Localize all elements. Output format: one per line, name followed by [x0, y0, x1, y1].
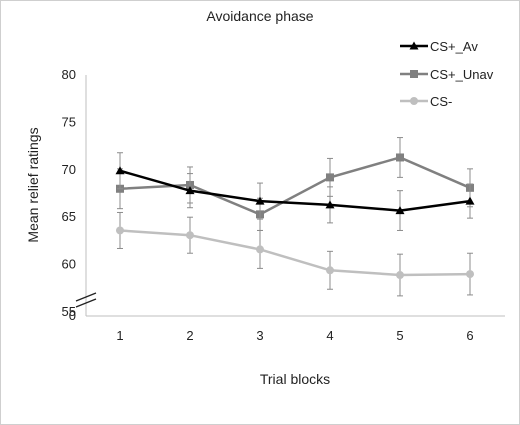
data-point-CS+_Av	[325, 200, 335, 209]
y-tick-label: 75	[62, 114, 76, 129]
legend-entry: CS+_Unav	[400, 67, 494, 82]
data-point-legend-CS+_Unav	[410, 70, 418, 78]
data-point-CS+_Unav	[396, 153, 404, 162]
x-tick-labels: 1 2 3 4 5 6	[116, 328, 473, 343]
x-tick-label: 3	[256, 328, 263, 343]
axis-break-marker	[75, 292, 97, 308]
data-point-CS-	[186, 231, 194, 240]
y-tick-label: 80	[62, 67, 76, 82]
data-point-CS-	[466, 270, 474, 279]
y-tick-label: 60	[62, 257, 76, 272]
series-CS-	[116, 211, 474, 297]
x-tick-label: 1	[116, 328, 123, 343]
y-axis-label: Mean relief ratings	[25, 127, 41, 242]
data-point-CS+_Av	[465, 196, 475, 205]
data-point-CS-	[326, 266, 334, 275]
y-tick-label: 65	[62, 209, 76, 224]
series-line	[119, 229, 471, 277]
x-tick-label: 2	[186, 328, 193, 343]
data-point-CS-	[396, 271, 404, 280]
data-point-CS-	[116, 226, 124, 235]
y-tick-label: 70	[62, 162, 76, 177]
data-point-legend-CS-	[410, 97, 418, 105]
data-point-CS+_Av	[395, 206, 405, 215]
data-point-legend-CS+_Av	[409, 41, 419, 50]
y-tick-label-zero: 0	[69, 308, 76, 323]
x-tick-label: 5	[396, 328, 403, 343]
y-tick-labels: 55 60 65 70 75 80	[62, 67, 76, 319]
legend-entry: CS-	[400, 94, 452, 109]
plot-area	[115, 137, 475, 297]
data-point-CS+_Av	[255, 196, 265, 205]
series-CS+_Av	[115, 152, 475, 231]
x-axis-label: Trial blocks	[260, 371, 330, 387]
legend-label: CS+_Av	[430, 39, 478, 54]
x-tick-label: 4	[326, 328, 333, 343]
series-line	[119, 156, 471, 216]
chart-title: Avoidance phase	[206, 8, 313, 24]
legend-entry: CS+_Av	[400, 39, 478, 54]
series-line	[119, 169, 471, 212]
legend-label: CS+_Unav	[430, 67, 494, 82]
data-point-CS+_Unav	[326, 173, 334, 182]
data-point-CS+_Av	[185, 186, 195, 195]
data-point-CS+_Av	[115, 166, 125, 175]
legend-label: CS-	[430, 94, 452, 109]
y-tick-label: 55	[62, 304, 76, 319]
data-point-CS-	[256, 245, 264, 254]
legend: CS+_Av CS+_Unav CS-	[400, 39, 494, 109]
x-tick-label: 6	[466, 328, 473, 343]
